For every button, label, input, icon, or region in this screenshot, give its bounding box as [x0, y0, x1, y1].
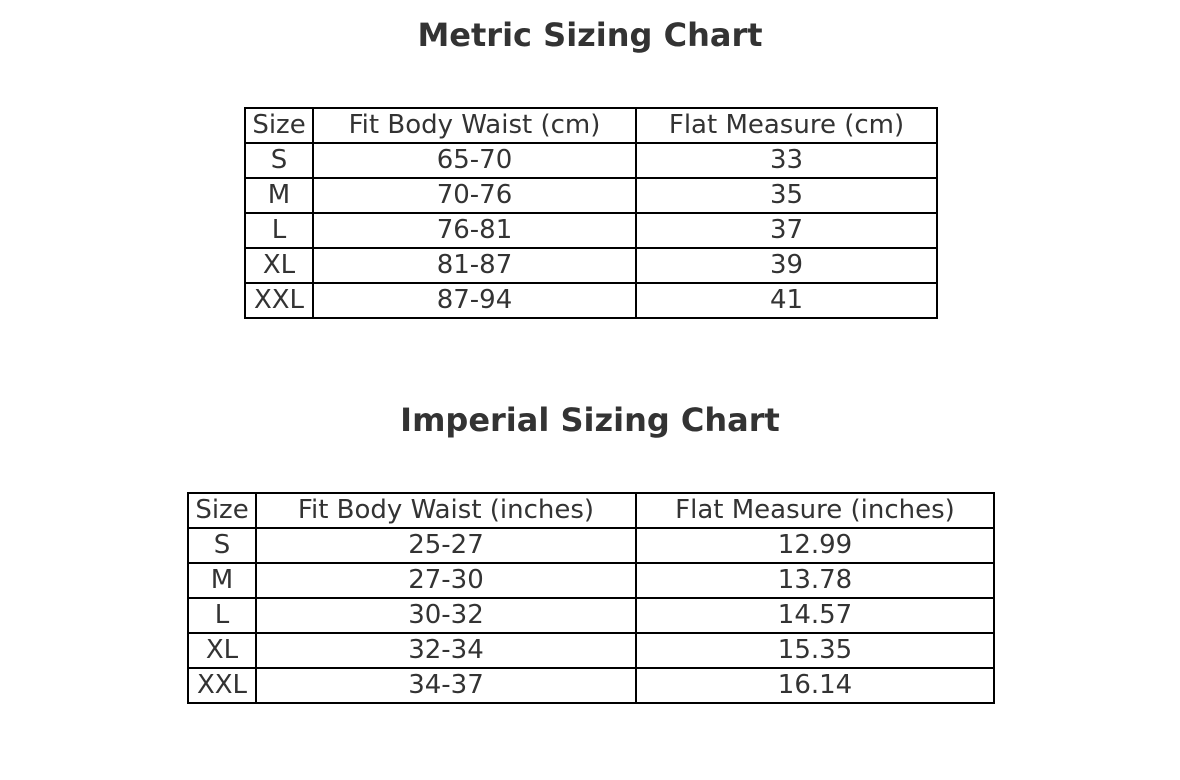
table-cell: 14.57	[635, 597, 995, 634]
table-cell: M	[187, 562, 257, 599]
table-cell: 13.78	[635, 562, 995, 599]
table-cell: Flat Measure (cm)	[635, 107, 938, 144]
table-cell: 65-70	[312, 142, 637, 179]
table-row: XXL 87-94 41	[244, 282, 938, 319]
table-cell: 25-27	[255, 527, 637, 564]
table-cell: 37	[635, 212, 938, 249]
table-cell: 15.35	[635, 632, 995, 669]
table-row: S 25-27 12.99	[187, 527, 995, 564]
table-cell: 70-76	[312, 177, 637, 214]
table-row: S 65-70 33	[244, 142, 938, 179]
table-cell: 32-34	[255, 632, 637, 669]
table-cell: Size	[187, 492, 257, 529]
table-cell: 16.14	[635, 667, 995, 704]
sizing-table: Size Fit Body Waist (cm) Flat Measure (cm)…	[244, 107, 938, 319]
table-cell: 12.99	[635, 527, 995, 564]
table-row: L 76-81 37	[244, 212, 938, 249]
table-cell: Size	[244, 107, 314, 144]
table-cell: 30-32	[255, 597, 637, 634]
table-cell: L	[244, 212, 314, 249]
table-cell: XL	[187, 632, 257, 669]
table-cell: 39	[635, 247, 938, 284]
table-row: L 30-32 14.57	[187, 597, 995, 634]
table-cell: 27-30	[255, 562, 637, 599]
table-cell: 76-81	[312, 212, 637, 249]
table-cell: S	[244, 142, 314, 179]
table-cell: 41	[635, 282, 938, 319]
table-cell: 34-37	[255, 667, 637, 704]
header-row: Size Fit Body Waist (inches) Flat Measure …	[187, 492, 995, 529]
table-cell: Flat Measure (inches)	[635, 492, 995, 529]
table-title: Imperial Sizing Chart	[400, 401, 780, 439]
table-title: Metric Sizing Chart	[417, 16, 763, 54]
sizing-table: Size Fit Body Waist (inches) Flat Measure …	[187, 492, 995, 704]
table-row: M 27-30 13.78	[187, 562, 995, 599]
table-row: XL 32-34 15.35	[187, 632, 995, 669]
table-cell: XL	[244, 247, 314, 284]
table-cell: S	[187, 527, 257, 564]
table-cell: M	[244, 177, 314, 214]
table-cell: Fit Body Waist (inches)	[255, 492, 637, 529]
table-cell: 81-87	[312, 247, 637, 284]
table-cell: 87-94	[312, 282, 637, 319]
table-row: XXL 34-37 16.14	[187, 667, 995, 704]
table-cell: L	[187, 597, 257, 634]
table-cell: 33	[635, 142, 938, 179]
table-cell: XXL	[244, 282, 314, 319]
table-cell: XXL	[187, 667, 257, 704]
table-cell: 35	[635, 177, 938, 214]
table-cell: Fit Body Waist (cm)	[312, 107, 637, 144]
header-row: Size Fit Body Waist (cm) Flat Measure (cm)	[244, 107, 938, 144]
table-row: XL 81-87 39	[244, 247, 938, 284]
table-row: M 70-76 35	[244, 177, 938, 214]
